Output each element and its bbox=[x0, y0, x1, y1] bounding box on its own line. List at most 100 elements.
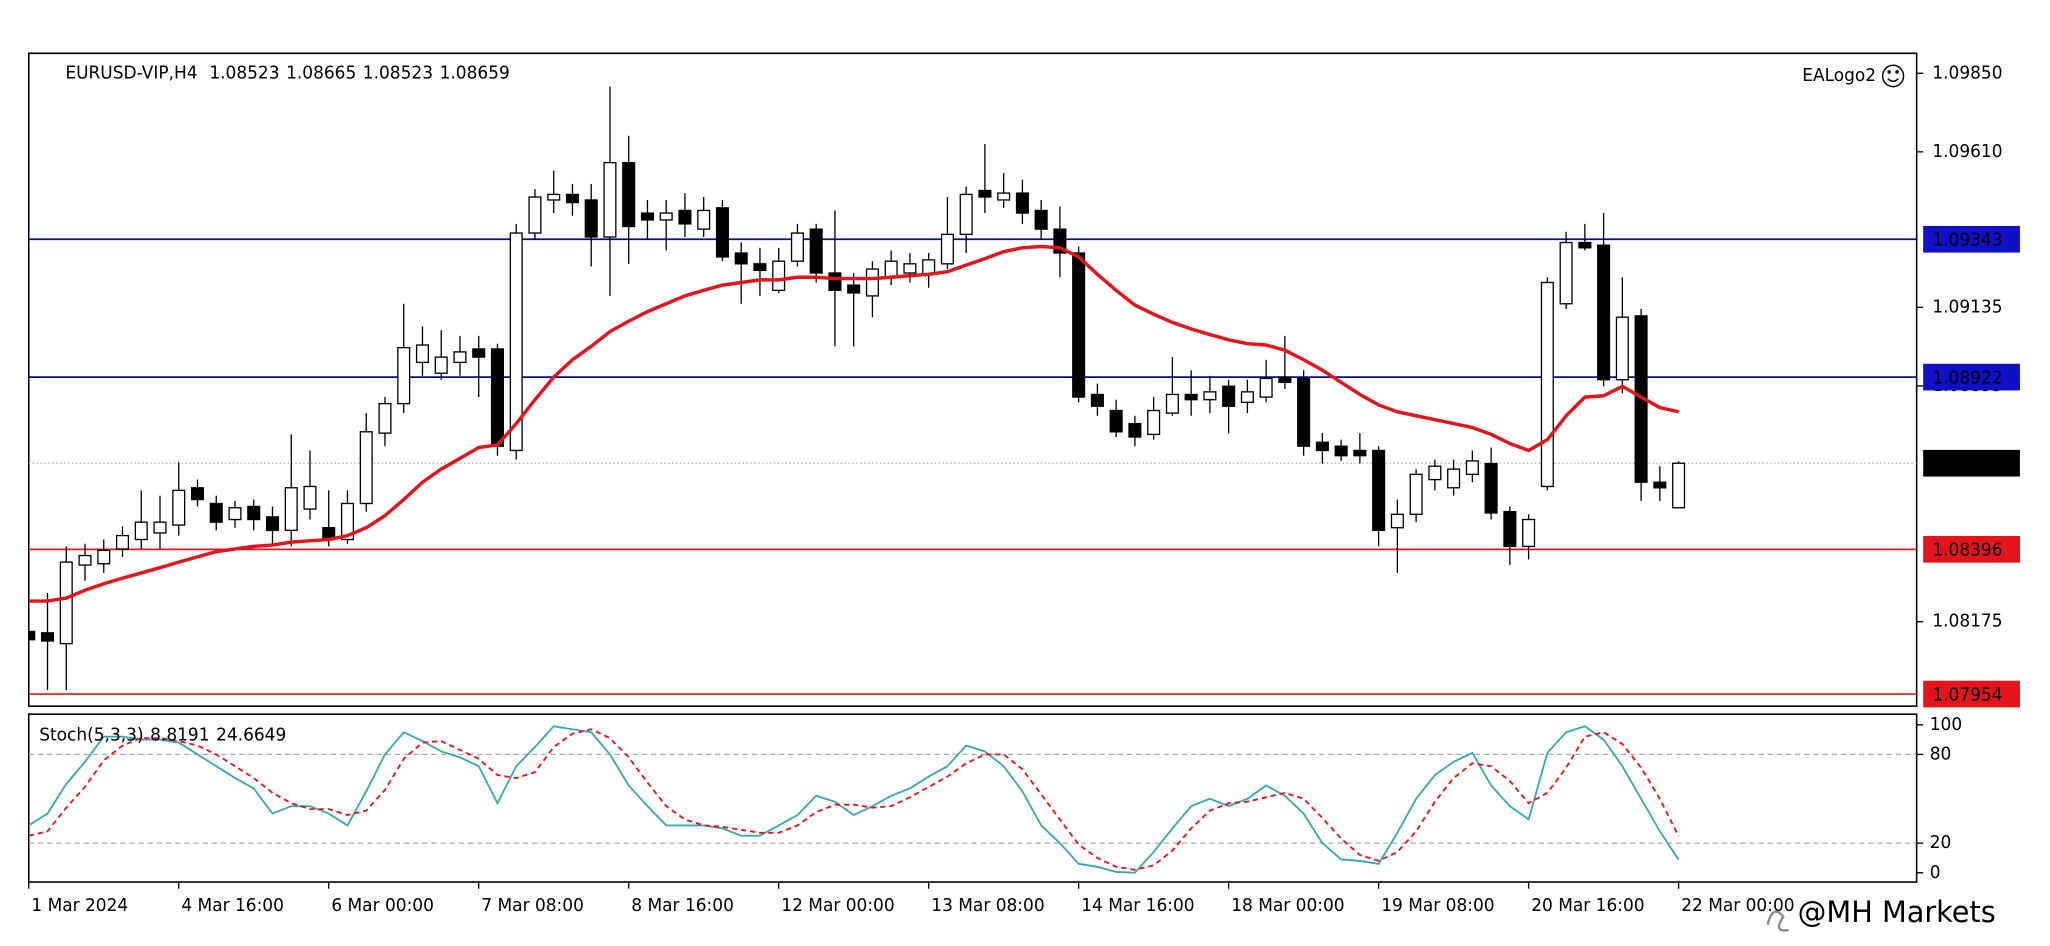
candle-body bbox=[584, 199, 598, 238]
x-tick-label: 22 Mar 00:00 bbox=[1681, 896, 1794, 916]
watermark-logo bbox=[1766, 910, 1789, 932]
candle-body bbox=[865, 268, 879, 297]
candle-body bbox=[247, 505, 261, 521]
candle-body bbox=[997, 192, 1011, 201]
candle-body bbox=[1559, 241, 1573, 305]
candle-body bbox=[209, 502, 223, 523]
stoch-name: Stoch(5,3,3) bbox=[39, 725, 143, 745]
candle-body bbox=[78, 554, 92, 566]
x-tick-label: 4 Mar 16:00 bbox=[181, 896, 284, 916]
candle-body bbox=[509, 232, 523, 452]
candle-body bbox=[472, 348, 486, 358]
x-tick-label: 13 Mar 08:00 bbox=[931, 896, 1044, 916]
candle-body bbox=[1353, 449, 1367, 457]
candle-body bbox=[340, 502, 355, 541]
last-low: 1.08523 bbox=[363, 63, 433, 83]
y-tick-label: 1.08175 bbox=[1932, 612, 2002, 632]
candle-body bbox=[378, 402, 392, 434]
level-label-box bbox=[1923, 680, 2020, 708]
candle-body bbox=[790, 232, 804, 262]
x-tick-label: 6 Mar 00:00 bbox=[331, 896, 434, 916]
candle-body bbox=[265, 516, 280, 532]
candle-body bbox=[622, 161, 636, 228]
level-label-box bbox=[1923, 225, 2020, 253]
level-label: 1.07954 bbox=[1932, 685, 2002, 705]
candle-body bbox=[490, 348, 505, 447]
candle-body bbox=[1447, 468, 1461, 489]
candle-body bbox=[753, 263, 767, 272]
level-label-box bbox=[1923, 536, 2020, 563]
candle-body bbox=[678, 209, 692, 225]
y-tick-label: 1.09850 bbox=[1932, 63, 2002, 83]
stoch-tick-label: 20 bbox=[1930, 833, 1952, 853]
x-tick-label: 7 Mar 08:00 bbox=[481, 896, 584, 916]
candle-body bbox=[547, 193, 561, 201]
candle-body bbox=[1090, 393, 1104, 407]
candle-body bbox=[734, 252, 748, 265]
candle-body bbox=[40, 632, 55, 642]
level-label: 1.08396 bbox=[1932, 541, 2002, 561]
candle-body bbox=[1240, 391, 1254, 403]
stoch-line bbox=[28, 725, 1680, 874]
x-tick-label: 8 Mar 16:00 bbox=[631, 896, 734, 916]
x-tick-label: 12 Mar 00:00 bbox=[781, 896, 894, 916]
candle-body bbox=[359, 431, 373, 505]
candle-body bbox=[1184, 393, 1198, 401]
candle-body bbox=[1072, 252, 1086, 398]
candle-body bbox=[397, 346, 411, 405]
y-tick-label: 1.09135 bbox=[1932, 297, 2002, 317]
candle-body bbox=[28, 630, 36, 641]
candle-body bbox=[1428, 465, 1442, 481]
candle-body bbox=[1015, 192, 1029, 214]
watermark: @MH Markets bbox=[1798, 895, 1996, 929]
main-panel bbox=[27, 52, 1918, 707]
stoch-panel bbox=[27, 713, 1918, 883]
indicator-label: EALogo2 bbox=[1802, 66, 1876, 86]
candle-body bbox=[903, 263, 917, 274]
candle-body bbox=[1315, 441, 1329, 452]
candle-body bbox=[978, 189, 992, 198]
stoch-tick-label: 100 bbox=[1930, 715, 1962, 735]
candle-body bbox=[1522, 518, 1536, 548]
candle-body bbox=[715, 207, 729, 258]
moving-average bbox=[28, 244, 1679, 603]
current-price-label-box bbox=[1923, 449, 2020, 477]
chart-title: EURUSD-VIP,H4 1.08523 1.08665 1.08523 1.0865… bbox=[65, 63, 509, 83]
y-tick-label: 1.09610 bbox=[1932, 142, 2002, 162]
candle-body bbox=[1109, 409, 1123, 433]
candle-body bbox=[528, 196, 542, 234]
candle-body bbox=[434, 356, 448, 374]
candle-body bbox=[1465, 460, 1479, 476]
candle-body bbox=[1128, 422, 1142, 438]
stoch-plot bbox=[28, 725, 1917, 874]
candle-body bbox=[1034, 209, 1048, 230]
main-plot bbox=[28, 86, 1917, 695]
plot-layer: 1.098501.096101.091351.088951.081751.093… bbox=[28, 63, 2020, 916]
last-open: 1.08523 bbox=[209, 63, 279, 83]
candle-body bbox=[1540, 281, 1554, 488]
candle-body bbox=[1203, 391, 1217, 401]
x-tick-label: 14 Mar 16:00 bbox=[1081, 896, 1194, 916]
candle-body bbox=[659, 212, 673, 221]
candle-body bbox=[190, 487, 205, 501]
stoch-tick-label: 80 bbox=[1930, 744, 1952, 764]
candle-body bbox=[1615, 316, 1629, 381]
candle-body bbox=[284, 487, 298, 532]
candle-body bbox=[303, 485, 317, 510]
candle-body bbox=[453, 351, 467, 364]
candle-body bbox=[1222, 385, 1236, 407]
candle-body bbox=[97, 549, 111, 565]
smiley-icon bbox=[1881, 64, 1905, 88]
candle-body bbox=[1409, 473, 1423, 515]
candle-body bbox=[809, 228, 823, 274]
candle-body bbox=[847, 284, 861, 294]
candle-body bbox=[772, 260, 786, 292]
candle-body bbox=[1672, 462, 1686, 509]
candle-body bbox=[1165, 393, 1179, 414]
candle-body bbox=[1484, 462, 1498, 514]
candle-body bbox=[1653, 481, 1667, 489]
candle-body bbox=[959, 193, 973, 236]
stoch-tick-label: 0 bbox=[1930, 863, 1941, 883]
current-price-label: 1.08659 bbox=[1932, 454, 2002, 474]
candle-body bbox=[172, 489, 186, 526]
